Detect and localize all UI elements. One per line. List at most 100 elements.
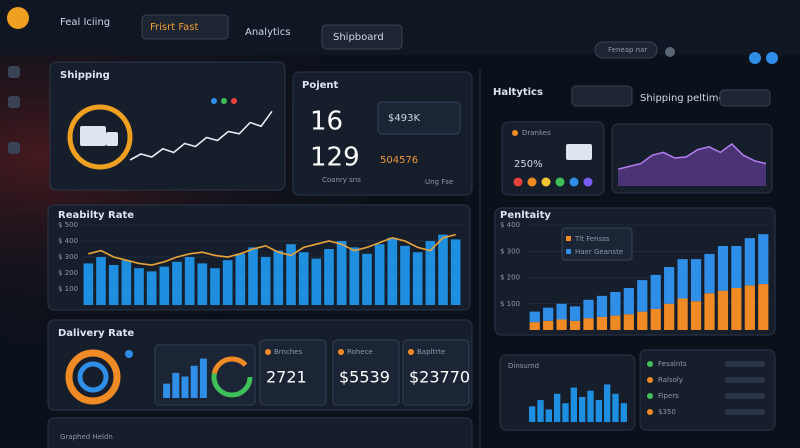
kpi-value: 129	[310, 143, 360, 173]
bar	[620, 403, 627, 422]
bar-segment	[650, 274, 661, 309]
y-tick-label: $ 200	[500, 274, 520, 282]
panel	[501, 121, 605, 196]
list-item: $350	[658, 408, 676, 416]
list-dot	[647, 361, 653, 367]
bar	[450, 239, 461, 305]
icon[interactable]	[665, 47, 675, 57]
tab-box[interactable]	[571, 85, 633, 107]
bar	[412, 252, 423, 305]
y-tick-label: $ 400	[58, 237, 78, 245]
bar-segment	[744, 285, 755, 330]
bar	[197, 263, 208, 305]
logo[interactable]	[7, 7, 29, 29]
icon	[125, 350, 133, 358]
panel-title: Pojent	[302, 80, 339, 91]
bar-segment	[717, 246, 729, 291]
bar-segment	[650, 309, 661, 330]
panel-title: Shipping	[60, 70, 110, 81]
bar-segment	[731, 288, 742, 330]
card-label: Rohece	[347, 348, 373, 356]
list-dot	[647, 393, 653, 399]
bar-segment	[543, 307, 554, 321]
panel	[47, 417, 473, 448]
bar	[134, 268, 144, 305]
area	[618, 144, 766, 186]
legend-dot	[221, 98, 227, 104]
icon[interactable]	[766, 52, 778, 64]
status-dot	[512, 130, 518, 136]
bar-segment	[610, 291, 621, 316]
sidebar-icon[interactable]	[8, 142, 20, 154]
bar-segment	[610, 315, 621, 330]
list-item: Ralsoly	[658, 376, 683, 384]
donut	[77, 361, 109, 393]
card-dot	[265, 349, 271, 355]
list-bar	[725, 393, 765, 399]
status-dot	[583, 177, 593, 187]
status-dot	[555, 177, 565, 187]
bar-segment	[623, 314, 634, 330]
tab[interactable]: Shipboard	[333, 32, 384, 43]
bar	[184, 257, 195, 305]
list-bar	[725, 409, 765, 415]
y-tick-label: $ 100	[500, 300, 520, 308]
bar-segment	[690, 301, 702, 330]
bar-segment	[623, 288, 634, 315]
bar	[260, 257, 271, 305]
bar	[604, 384, 611, 422]
bar	[374, 244, 385, 305]
search-box[interactable]	[594, 41, 658, 59]
bar	[579, 396, 586, 422]
kpi-caption: Coanry sns	[322, 176, 361, 184]
kpi-value: $493K	[388, 113, 420, 124]
bar	[108, 265, 119, 305]
search-text[interactable]: Feneap nar	[608, 46, 647, 54]
card-dot	[338, 349, 344, 355]
legend-dot	[211, 98, 217, 104]
list-item: Fipers	[658, 392, 679, 400]
bar	[273, 250, 284, 305]
bar	[172, 372, 180, 398]
y-tick-label: $ 200	[58, 269, 78, 277]
bar-segment	[704, 253, 715, 294]
panel-title: Penltaity	[500, 210, 551, 221]
card-dot	[408, 349, 414, 355]
bar	[595, 400, 602, 422]
bar	[349, 247, 360, 305]
legend-label: Tlt Fensss	[574, 235, 610, 243]
y-tick-label: $ 500	[58, 221, 78, 229]
bar-segment	[556, 319, 567, 330]
tab-box[interactable]	[141, 14, 229, 40]
bar	[425, 241, 436, 305]
tab-box[interactable]	[719, 89, 771, 107]
bar	[121, 260, 132, 305]
card-label: Bapltrte	[417, 348, 445, 356]
bar-segment	[758, 284, 769, 330]
sidebar-icon[interactable]	[8, 96, 20, 108]
panel-title: Dalivery Rate	[58, 328, 134, 339]
bar	[163, 383, 171, 398]
tab[interactable]: Analytics	[245, 27, 290, 38]
list-dot	[647, 377, 653, 383]
bar	[562, 403, 569, 422]
legend-dot	[231, 98, 237, 104]
bar	[545, 409, 552, 422]
tab[interactable]: Frisrt Fast	[150, 22, 199, 33]
bar	[336, 241, 347, 305]
bar	[146, 271, 157, 305]
bar	[235, 253, 246, 305]
bar-segment	[583, 299, 594, 319]
kpi-box	[377, 101, 461, 135]
bar	[570, 387, 577, 422]
bar-segment	[596, 316, 608, 330]
bar	[311, 258, 322, 305]
icon[interactable]	[749, 52, 761, 64]
tab-box[interactable]	[321, 24, 403, 50]
legend-label: Haer Geanste	[575, 248, 623, 256]
tab[interactable]: Shipping peltime	[640, 93, 725, 104]
sidebar-icon[interactable]	[8, 66, 20, 78]
y-tick-label: $ 100	[58, 285, 78, 293]
gauge	[211, 356, 253, 398]
brand[interactable]: Feal Iciing	[60, 17, 110, 28]
